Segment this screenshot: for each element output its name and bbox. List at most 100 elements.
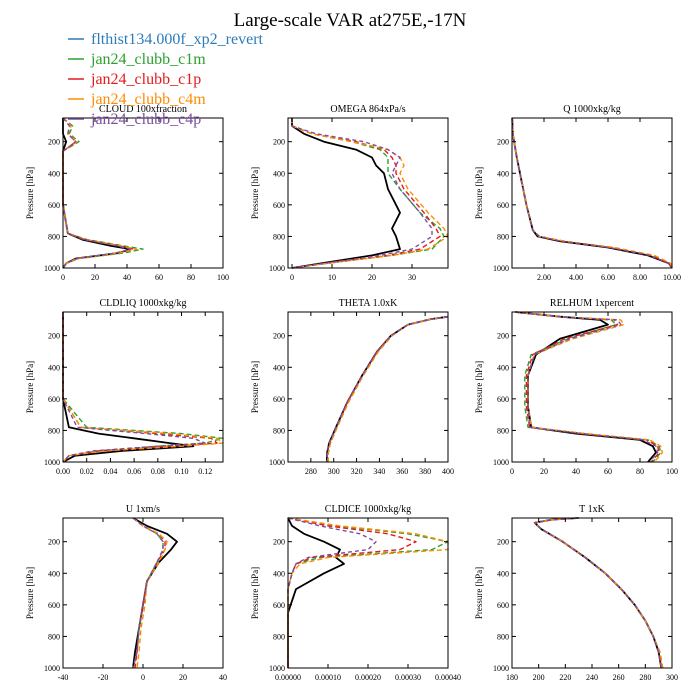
y-tick-label: 1000 (44, 458, 60, 467)
subplot-6: RELHUM 1xpercent 0 20 40 60 80 100 200 400 600 800… (474, 298, 678, 476)
y-tick-label: 400 (48, 169, 60, 178)
y-tick-label: 400 (273, 363, 285, 372)
series-line-c4m (534, 517, 664, 669)
x-tick-label: 320 (351, 467, 363, 476)
series-line-control (287, 517, 345, 668)
legend-label: jan24_clubb_c4m (90, 91, 206, 108)
y-tick-label: 1000 (493, 458, 509, 467)
subplot-1: CLOUD 100xfraction 0 20 40 60 80 100 200 400 600 8… (25, 104, 229, 282)
x-tick-label: 6.00 (601, 273, 615, 282)
y-tick-label: 1000 (269, 264, 285, 273)
x-tick-label: 400 (442, 467, 454, 476)
series-line-c4p (132, 517, 164, 669)
x-tick-label: 300 (328, 467, 340, 476)
legend-label: jan24_clubb_c4p (90, 111, 201, 128)
x-tick-label: 20 (368, 273, 376, 282)
plot-frame (287, 117, 449, 269)
x-tick-label: 0.00 (56, 467, 70, 476)
y-tick-label: 800 (48, 632, 60, 641)
series-line-control (62, 312, 195, 463)
series-line-c4p (291, 118, 433, 269)
subplot-2: OMEGA 864xPa/s 0 10 20 30 200 400 600 800 1000 Pre… (250, 104, 449, 282)
legend-label: flthist134.000f_xp2_revert (91, 31, 264, 48)
legend-label: jan24_clubb_c1p (90, 71, 201, 88)
plot-frame (62, 517, 224, 669)
plot-frame (511, 311, 673, 463)
y-tick-label: 800 (497, 232, 509, 241)
y-tick-label: 1000 (44, 664, 60, 673)
x-tick-label: 10.00 (663, 273, 681, 282)
x-tick-label: 0 (61, 273, 65, 282)
x-tick-label: 280 (639, 673, 651, 682)
x-tick-label: 0 (290, 273, 294, 282)
x-tick-label: 100 (666, 467, 678, 476)
legend-entry: flthist134.000f_xp2_revert (68, 31, 264, 48)
series-line-c1m (291, 118, 445, 269)
plot-frame (511, 117, 673, 269)
y-tick-label: 600 (497, 601, 509, 610)
x-tick-label: 0.06 (127, 467, 141, 476)
y-axis-label: Pressure [hPa] (474, 567, 484, 619)
x-tick-label: 10 (328, 273, 336, 282)
y-tick-label: 1000 (493, 664, 509, 673)
y-tick-label: 200 (48, 332, 60, 341)
subplot-3: Q 1000xkg/kg 2.00 4.00 6.00 8.00 10.00 200 400 6… (474, 104, 681, 282)
y-tick-label: 200 (273, 138, 285, 147)
y-tick-label: 600 (273, 601, 285, 610)
x-tick-label: -20 (98, 673, 109, 682)
y-tick-label: 800 (497, 426, 509, 435)
x-tick-label: 200 (533, 673, 545, 682)
series-line-c1p (287, 517, 417, 668)
series-line-c4p (62, 312, 206, 463)
x-tick-label: 20 (91, 273, 99, 282)
legend-entry: jan24_clubb_c1m (68, 51, 206, 68)
y-axis-label: Pressure [hPa] (25, 567, 35, 619)
y-tick-label: 200 (273, 538, 285, 547)
x-tick-label: 300 (666, 673, 678, 682)
x-tick-label: 2.00 (537, 273, 551, 282)
y-tick-label: 400 (497, 169, 509, 178)
y-tick-label: 600 (497, 201, 509, 210)
plot-frame (62, 311, 224, 463)
series-line-c4m (287, 517, 449, 668)
x-tick-label: 40 (219, 673, 227, 682)
x-tick-label: 80 (187, 273, 195, 282)
y-axis-label: Pressure [hPa] (250, 567, 260, 619)
x-tick-label: 0 (510, 467, 514, 476)
series-line-control (132, 517, 178, 669)
y-tick-label: 200 (48, 538, 60, 547)
series-line-control (533, 517, 663, 669)
x-tick-label: 0 (141, 673, 145, 682)
x-tick-label: 60 (604, 467, 612, 476)
y-tick-label: 1000 (269, 664, 285, 673)
y-tick-label: 800 (273, 232, 285, 241)
x-tick-label: 340 (373, 467, 385, 476)
x-tick-label: 100 (217, 273, 229, 282)
x-tick-label: 4.00 (569, 273, 583, 282)
legend: flthist134.000f_xp2_revert jan24_clubb_c1… (68, 31, 264, 128)
y-tick-label: 400 (48, 569, 60, 578)
y-tick-label: 600 (48, 395, 60, 404)
x-tick-label: 0.02 (80, 467, 94, 476)
plot-frame (511, 517, 673, 669)
plot-frame (287, 517, 449, 669)
subplot-title: OMEGA 864xPa/s (330, 104, 405, 115)
x-tick-label: 240 (586, 673, 598, 682)
y-axis-label: Pressure [hPa] (250, 361, 260, 413)
y-tick-label: 400 (273, 569, 285, 578)
x-tick-label: -40 (58, 673, 69, 682)
subplot-title: U 1xm/s (126, 504, 160, 515)
subplot-title: Q 1000xkg/kg (563, 104, 621, 115)
legend-entry: jan24_clubb_c4p (68, 111, 201, 128)
y-axis-label: Pressure [hPa] (474, 361, 484, 413)
y-tick-label: 600 (48, 201, 60, 210)
y-tick-label: 400 (273, 169, 285, 178)
series-line-c1p (515, 311, 660, 463)
series-line-c4m (291, 118, 449, 269)
y-tick-label: 800 (48, 426, 60, 435)
plot-frame (62, 117, 224, 269)
y-tick-label: 400 (497, 569, 509, 578)
subplot-5: THETA 1.0xK 280 300 320 340 360 380 400 200 400 60… (250, 298, 454, 476)
y-tick-label: 600 (497, 395, 509, 404)
